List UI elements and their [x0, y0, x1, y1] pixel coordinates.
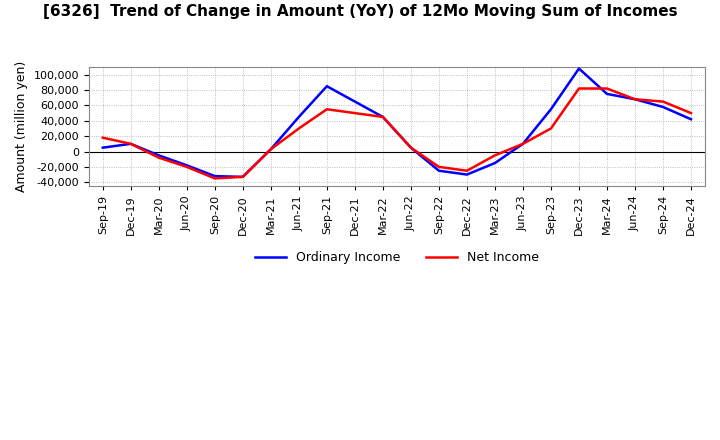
Net Income — [294, 126, 303, 131]
Ordinary Income — [490, 161, 499, 166]
Net Income — [127, 141, 135, 147]
Ordinary Income — [462, 172, 471, 177]
Ordinary Income — [127, 141, 135, 147]
Net Income — [182, 164, 191, 169]
Y-axis label: Amount (million yen): Amount (million yen) — [15, 61, 28, 192]
Net Income — [99, 135, 107, 140]
Ordinary Income — [659, 104, 667, 110]
Ordinary Income — [518, 141, 527, 147]
Ordinary Income — [379, 114, 387, 120]
Legend: Ordinary Income, Net Income: Ordinary Income, Net Income — [250, 246, 544, 269]
Text: [6326]  Trend of Change in Amount (YoY) of 12Mo Moving Sum of Incomes: [6326] Trend of Change in Amount (YoY) o… — [42, 4, 678, 19]
Ordinary Income — [687, 117, 696, 122]
Line: Ordinary Income: Ordinary Income — [103, 69, 691, 177]
Ordinary Income — [575, 66, 583, 71]
Net Income — [659, 99, 667, 104]
Ordinary Income — [238, 174, 247, 180]
Net Income — [238, 174, 247, 180]
Net Income — [631, 97, 639, 102]
Net Income — [518, 141, 527, 147]
Ordinary Income — [210, 173, 219, 179]
Net Income — [462, 168, 471, 173]
Ordinary Income — [323, 84, 331, 89]
Ordinary Income — [603, 91, 611, 96]
Net Income — [323, 106, 331, 112]
Net Income — [603, 86, 611, 91]
Net Income — [546, 126, 555, 131]
Ordinary Income — [546, 106, 555, 112]
Line: Net Income: Net Income — [103, 88, 691, 178]
Ordinary Income — [435, 168, 444, 173]
Net Income — [575, 86, 583, 91]
Ordinary Income — [266, 147, 275, 152]
Net Income — [155, 155, 163, 160]
Net Income — [351, 110, 359, 116]
Net Income — [266, 147, 275, 152]
Net Income — [407, 145, 415, 150]
Ordinary Income — [294, 114, 303, 120]
Net Income — [210, 176, 219, 181]
Net Income — [490, 153, 499, 158]
Ordinary Income — [182, 163, 191, 168]
Ordinary Income — [99, 145, 107, 150]
Ordinary Income — [407, 145, 415, 150]
Net Income — [435, 164, 444, 169]
Ordinary Income — [351, 99, 359, 104]
Ordinary Income — [155, 153, 163, 158]
Net Income — [687, 110, 696, 116]
Net Income — [379, 114, 387, 120]
Ordinary Income — [631, 97, 639, 102]
